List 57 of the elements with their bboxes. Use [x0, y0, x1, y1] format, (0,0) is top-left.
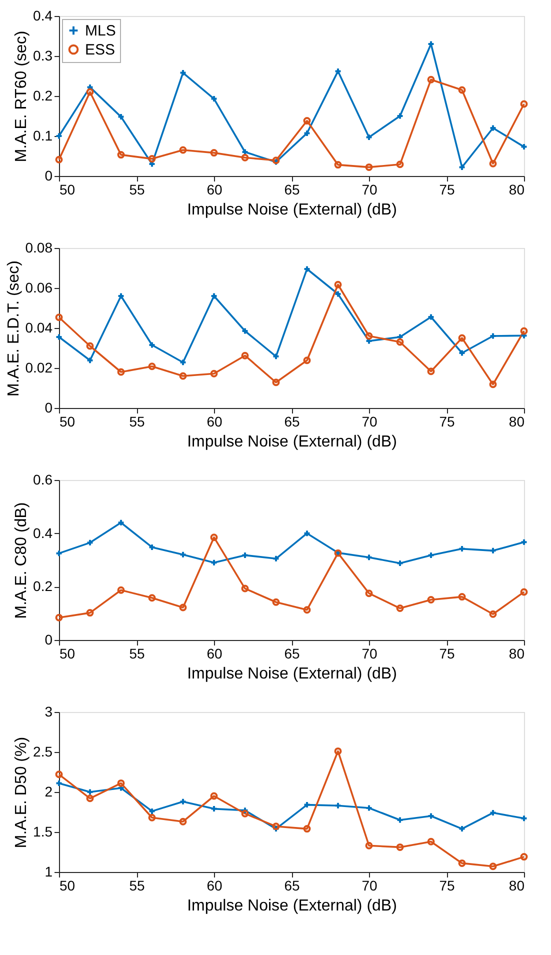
- y-tick-label: 0.3: [33, 48, 53, 64]
- x-tick-label: 50: [60, 646, 76, 662]
- y-tick-label: 0.2: [33, 88, 53, 104]
- x-tick-label: 55: [129, 878, 145, 894]
- x-tick-label: 70: [362, 878, 378, 894]
- x-tick-label: 75: [439, 182, 455, 198]
- x-tick-label: 60: [206, 182, 222, 198]
- x-tick-label: 70: [362, 414, 378, 430]
- y-tick-label: 1: [44, 864, 53, 880]
- y-tick-label: 0.04: [25, 320, 53, 336]
- x-tick-label: 80: [508, 414, 525, 430]
- y-tick-label: 0: [44, 400, 53, 416]
- y-tick-label: 0.4: [33, 8, 53, 24]
- x-tick-label: 70: [362, 182, 378, 198]
- y-axis-title: M.A.E. C80 (dB): [13, 502, 30, 619]
- x-tick-label: 65: [284, 878, 300, 894]
- x-tick-label: 65: [284, 414, 300, 430]
- x-tick-label: 75: [439, 414, 455, 430]
- x-axis-title: Impulse Noise (External) (dB): [187, 898, 397, 914]
- x-tick-label: 80: [508, 646, 525, 662]
- x-axis-title: Impulse Noise (External) (dB): [187, 202, 397, 218]
- y-axis-title: M.A.E. E.D.T. (sec): [5, 260, 22, 397]
- y-tick-label: 0.02: [25, 360, 53, 376]
- x-tick-label: 50: [60, 878, 76, 894]
- x-tick-label: 80: [508, 878, 525, 894]
- y-tick-label: 2: [44, 784, 53, 800]
- x-axis-title: Impulse Noise (External) (dB): [187, 434, 397, 450]
- y-tick-label: 0.08: [25, 240, 53, 256]
- x-tick-label: 60: [206, 646, 222, 662]
- x-tick-label: 65: [284, 182, 300, 198]
- x-tick-label: 60: [206, 414, 222, 430]
- y-axis-title: M.A.E. RT60 (sec): [13, 30, 30, 162]
- x-tick-label: 65: [284, 646, 300, 662]
- y-tick-label: 2.5: [33, 744, 53, 760]
- x-tick-label: 55: [129, 182, 145, 198]
- x-tick-label: 55: [129, 646, 145, 662]
- x-tick-label: 80: [508, 182, 525, 198]
- y-tick-label: 0: [44, 168, 53, 184]
- x-tick-label: 75: [439, 878, 455, 894]
- x-axis-title: Impulse Noise (External) (dB): [187, 666, 397, 682]
- y-tick-label: 1.5: [33, 824, 53, 840]
- y-tick-label: 0.4: [33, 524, 53, 541]
- y-tick-label: 0.1: [33, 128, 53, 144]
- x-tick-label: 75: [439, 646, 455, 662]
- legend-label: ESS: [85, 42, 116, 58]
- y-tick-label: 0.2: [33, 578, 53, 594]
- y-tick-label: 0.6: [33, 472, 53, 488]
- y-tick-label: 0.06: [25, 280, 53, 296]
- y-axis-title: M.A.E. D50 (%): [13, 736, 30, 848]
- x-tick-label: 55: [129, 414, 145, 430]
- x-tick-label: 50: [60, 414, 76, 430]
- x-tick-label: 70: [362, 646, 378, 662]
- y-tick-label: 0: [44, 632, 53, 648]
- x-tick-label: 60: [206, 878, 222, 894]
- legend-label: MLS: [85, 22, 116, 40]
- y-tick-label: 3: [44, 704, 53, 720]
- x-tick-label: 50: [60, 182, 76, 198]
